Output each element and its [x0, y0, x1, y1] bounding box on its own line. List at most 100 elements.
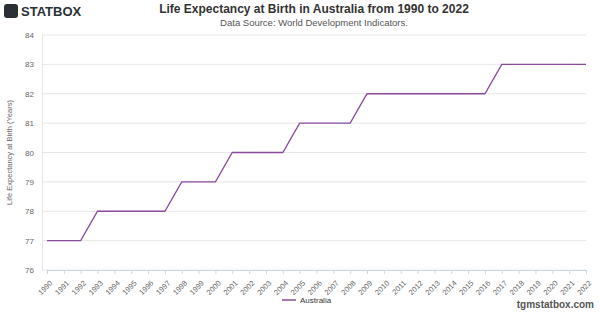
- x-axis: 1990199119921993199419951996199719981999…: [36, 270, 593, 297]
- x-tick-label: 1994: [104, 279, 122, 297]
- grid-line: [42, 270, 586, 271]
- x-tick-label: 1995: [120, 279, 138, 297]
- x-tick-mark: [569, 270, 570, 274]
- x-tick: 2011: [390, 270, 408, 296]
- x-tick: 2002: [238, 270, 256, 297]
- x-tick-mark: [47, 270, 48, 274]
- x-tick-label: 2019: [525, 279, 543, 297]
- x-tick: 2019: [525, 270, 543, 297]
- x-tick-mark: [64, 270, 65, 274]
- x-tick: 1992: [70, 270, 88, 297]
- legend: Australia: [282, 296, 332, 305]
- x-tick: 1993: [87, 270, 105, 297]
- x-tick-label: 2001: [222, 279, 240, 297]
- x-tick-mark: [333, 270, 334, 274]
- logo-icon: [4, 4, 18, 18]
- x-tick-label: 2004: [272, 279, 290, 297]
- x-tick-mark: [283, 270, 284, 274]
- y-tick-label: 80: [25, 149, 34, 158]
- x-tick-mark: [552, 270, 553, 274]
- x-tick: 2009: [356, 270, 374, 297]
- x-tick-label: 2015: [457, 279, 475, 297]
- x-tick-label: 2002: [238, 279, 256, 297]
- x-tick: 2004: [272, 270, 290, 297]
- x-tick: 2001: [222, 270, 240, 297]
- x-tick-mark: [350, 270, 351, 274]
- x-tick-mark: [249, 270, 250, 274]
- x-tick: 2022: [575, 270, 593, 297]
- x-tick-mark: [300, 270, 301, 274]
- x-tick: 1990: [36, 270, 54, 297]
- x-tick: 2014: [440, 270, 458, 297]
- x-tick-mark: [114, 270, 115, 274]
- y-tick-label: 79: [25, 178, 34, 187]
- grid-line: [42, 35, 586, 36]
- y-tick: 80: [25, 149, 42, 158]
- x-tick-mark: [81, 270, 82, 274]
- x-tick-mark: [182, 270, 183, 274]
- x-tick-label: 2012: [407, 279, 425, 297]
- x-tick-mark: [535, 270, 536, 274]
- y-tick: 81: [25, 119, 42, 128]
- x-tick-mark: [401, 270, 402, 274]
- y-tick-label: 81: [25, 119, 34, 128]
- title: Life Expectancy at Birth in Australia fr…: [159, 2, 469, 16]
- legend-label: Australia: [300, 296, 332, 305]
- x-tick-mark: [131, 270, 132, 274]
- x-tick-label: 2005: [289, 279, 307, 297]
- grid: [42, 35, 586, 270]
- y-tick-label: 76: [25, 266, 34, 275]
- x-tick-label: 2020: [542, 279, 560, 297]
- subtitle: Data Source: World Development Indicator…: [220, 17, 408, 28]
- x-tick-mark: [165, 270, 166, 274]
- x-tick: 2005: [289, 270, 307, 297]
- y-tick: 76: [25, 266, 42, 275]
- x-tick-mark: [434, 270, 435, 274]
- y-tick: 79: [25, 178, 42, 187]
- y-tick: 77: [25, 237, 42, 246]
- x-tick-mark: [367, 270, 368, 274]
- x-tick: 2008: [339, 270, 357, 297]
- x-tick: 1994: [104, 270, 122, 297]
- y-tick: 82: [25, 90, 42, 99]
- x-tick-label: 1993: [87, 279, 105, 297]
- x-tick-label: 2003: [255, 279, 273, 297]
- x-tick: 2007: [323, 270, 341, 297]
- x-tick: 2013: [424, 270, 442, 297]
- footer: tgmstatbox.com: [517, 299, 594, 310]
- y-tick: 78: [25, 207, 42, 216]
- x-tick-label: 2018: [508, 279, 526, 297]
- chart: STATBOX Life Expectancy at Birth in Austr…: [0, 0, 600, 314]
- y-axis-line: [42, 36, 43, 271]
- x-tick: 1996: [137, 270, 155, 297]
- x-tick-label: 1998: [171, 279, 189, 297]
- x-tick-mark: [317, 270, 318, 274]
- x-tick: 1998: [171, 270, 189, 297]
- x-tick: 2003: [255, 270, 273, 297]
- x-tick-label: 2014: [440, 279, 458, 297]
- y-tick: 84: [25, 31, 42, 40]
- legend-swatch: [282, 299, 296, 301]
- x-tick-label: 2016: [474, 279, 492, 297]
- logo: STATBOX: [4, 4, 82, 19]
- y-tick-label: 83: [25, 60, 34, 69]
- grid-line: [42, 152, 586, 153]
- x-tick-mark: [586, 270, 587, 274]
- y-tick-label: 77: [25, 237, 34, 246]
- x-tick-label: 1991: [53, 279, 71, 297]
- x-tick: 2018: [508, 270, 526, 297]
- y-axis-title: Life Expectancy at Birth (Years): [5, 100, 14, 205]
- x-tick-mark: [232, 270, 233, 274]
- x-tick-label: 2017: [491, 279, 509, 297]
- y-tick-label: 84: [25, 31, 34, 40]
- x-tick-label: 2010: [373, 279, 391, 297]
- x-tick-label: 2006: [306, 279, 324, 297]
- x-tick-mark: [266, 270, 267, 274]
- x-tick-label: 2000: [205, 279, 223, 297]
- y-axis: 76 77 78 79 80 81 82 83 84: [25, 31, 42, 275]
- x-tick-label: 1999: [188, 279, 206, 297]
- plot-area: [47, 64, 586, 240]
- x-tick: 2010: [373, 270, 391, 297]
- x-tick: 2016: [474, 270, 492, 297]
- x-tick-mark: [485, 270, 486, 274]
